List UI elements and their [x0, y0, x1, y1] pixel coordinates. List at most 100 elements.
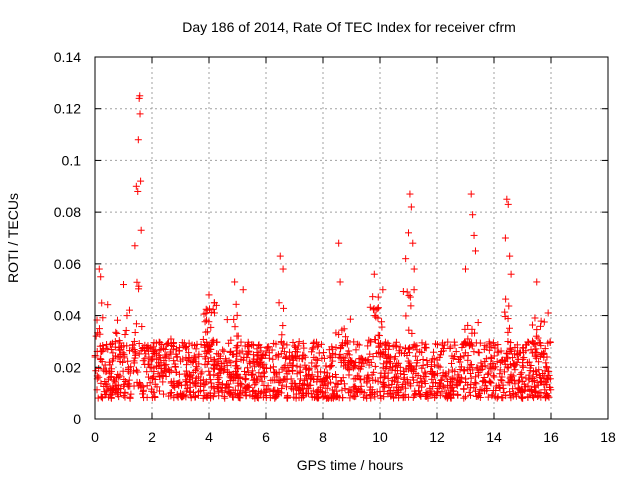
plot-frame	[94, 56, 609, 420]
data-point	[519, 355, 527, 363]
data-point	[487, 360, 495, 368]
data-point	[104, 345, 112, 353]
data-point	[120, 375, 128, 383]
data-point	[185, 355, 193, 363]
data-point	[409, 239, 417, 247]
data-point	[162, 360, 170, 368]
data-point	[148, 364, 156, 372]
data-point	[310, 353, 318, 361]
data-point	[232, 370, 240, 378]
data-point	[147, 357, 155, 365]
data-point	[155, 346, 163, 354]
data-point	[447, 394, 455, 402]
data-point	[533, 370, 541, 378]
data-point	[183, 385, 191, 393]
data-point	[258, 377, 266, 385]
data-point	[210, 356, 218, 364]
data-point	[505, 302, 513, 310]
data-point	[528, 321, 536, 329]
data-point	[143, 345, 151, 353]
data-point	[384, 390, 392, 398]
data-point	[280, 340, 288, 348]
data-point	[250, 362, 258, 370]
data-point	[106, 341, 114, 349]
data-point	[272, 340, 280, 348]
data-point	[544, 309, 552, 317]
data-point	[435, 353, 443, 361]
data-point	[392, 362, 400, 370]
data-point	[397, 386, 405, 394]
data-point	[434, 341, 442, 349]
data-point	[119, 367, 127, 375]
data-point	[546, 383, 554, 391]
data-point	[148, 387, 156, 395]
data-point	[342, 333, 350, 341]
data-point	[314, 356, 322, 364]
data-point	[506, 344, 514, 352]
data-point	[546, 339, 554, 347]
data-point	[165, 367, 173, 375]
data-point	[458, 344, 466, 352]
data-point	[119, 358, 127, 366]
data-point	[543, 364, 551, 372]
data-point	[537, 393, 545, 401]
data-point	[358, 356, 366, 364]
data-point	[182, 345, 190, 353]
data-point	[253, 345, 261, 353]
data-point	[123, 312, 131, 320]
data-point	[197, 379, 205, 387]
data-point	[345, 389, 353, 397]
data-point	[444, 377, 452, 385]
data-point	[423, 392, 431, 400]
data-point	[192, 345, 200, 353]
data-point	[137, 177, 145, 185]
data-point	[224, 388, 232, 396]
data-point	[532, 345, 540, 353]
data-point	[277, 389, 285, 397]
data-point	[372, 306, 380, 314]
data-point	[528, 387, 536, 395]
data-point	[173, 380, 181, 388]
data-point	[353, 372, 361, 380]
data-point	[244, 338, 252, 346]
data-point	[300, 344, 308, 352]
data-point	[144, 373, 152, 381]
data-point	[116, 339, 124, 347]
data-point	[236, 389, 244, 397]
data-point	[172, 368, 180, 376]
data-point	[104, 301, 112, 309]
data-point	[268, 346, 276, 354]
data-point	[122, 326, 130, 334]
data-point	[237, 380, 245, 388]
data-point	[510, 360, 518, 368]
chart-title: Day 186 of 2014, Rate Of TEC Index for r…	[182, 19, 516, 35]
data-point	[531, 339, 539, 347]
data-point	[191, 367, 199, 375]
data-point	[341, 385, 349, 393]
data-point	[444, 393, 452, 401]
data-point	[520, 380, 528, 388]
data-point	[282, 352, 290, 360]
x-tick-label: 2	[148, 429, 156, 445]
data-point	[260, 350, 268, 358]
data-point	[438, 376, 446, 384]
data-point	[462, 375, 470, 383]
data-point	[399, 393, 407, 401]
data-point	[294, 342, 302, 350]
data-point	[239, 286, 247, 294]
data-point	[394, 367, 402, 375]
x-tick-label: 12	[429, 429, 445, 445]
data-point	[234, 365, 242, 373]
data-point	[494, 393, 502, 401]
data-point	[400, 374, 408, 382]
data-point	[158, 341, 166, 349]
data-point	[381, 382, 389, 390]
data-point	[197, 370, 205, 378]
data-point	[385, 357, 393, 365]
data-point	[186, 373, 194, 381]
data-point	[140, 394, 148, 402]
data-point	[319, 382, 327, 390]
data-point	[502, 392, 510, 400]
y-tick-label: 0	[73, 411, 81, 427]
data-point	[193, 340, 201, 348]
